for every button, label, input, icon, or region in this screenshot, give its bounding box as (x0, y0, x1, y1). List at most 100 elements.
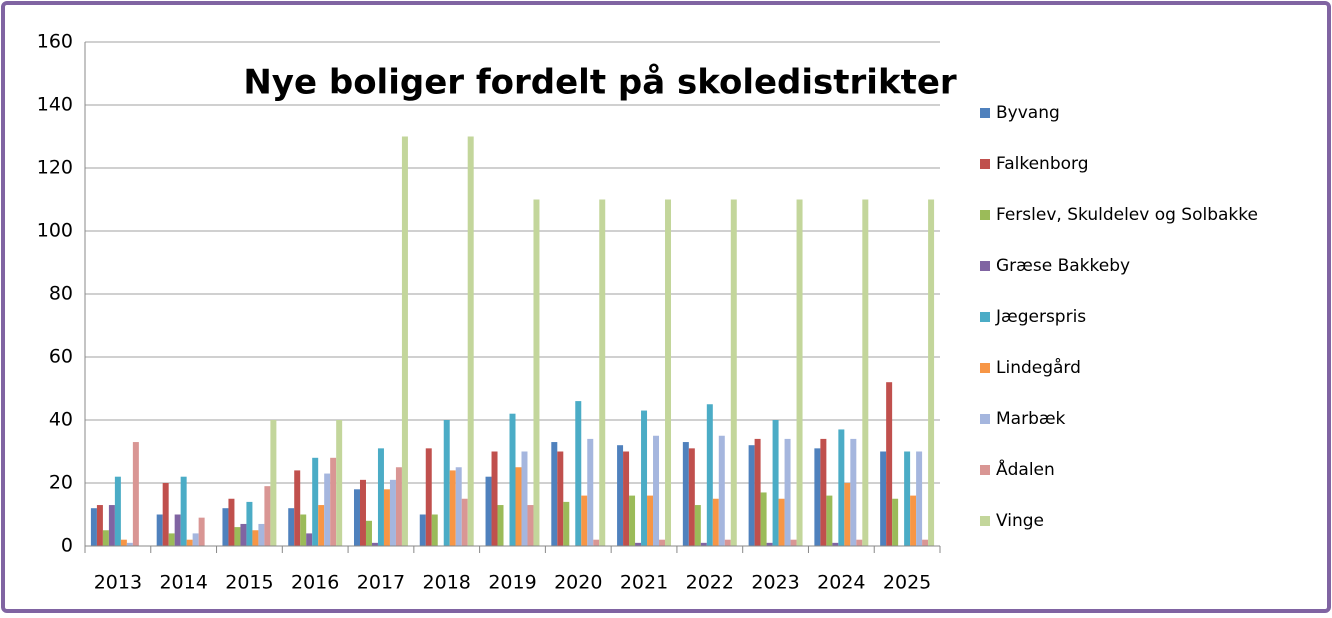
bar (682, 442, 689, 546)
bar (186, 539, 193, 546)
bar (258, 523, 265, 546)
bar (772, 420, 779, 546)
bar (599, 199, 606, 546)
bar (485, 476, 492, 546)
legend-label: Lindegård (996, 357, 1081, 378)
bar (252, 530, 259, 546)
legend-label: Byvang (996, 103, 1060, 123)
bar (108, 505, 115, 546)
bar (533, 199, 540, 546)
bar (443, 420, 450, 546)
bar (844, 483, 851, 546)
bar (778, 498, 785, 546)
legend-swatch (980, 108, 990, 118)
bar (312, 457, 319, 546)
legend-label: Falkenborg (996, 154, 1089, 174)
bar (90, 508, 97, 546)
x-tick-label: 2013 (94, 572, 142, 594)
bar (916, 451, 923, 546)
bar (826, 495, 833, 546)
bar (365, 520, 372, 546)
bar (336, 420, 343, 546)
bar (353, 489, 360, 546)
legend-label: Vinge (996, 511, 1044, 531)
bar (294, 470, 301, 546)
bar (910, 495, 917, 546)
bar (922, 539, 929, 546)
bar (240, 523, 247, 546)
bar (467, 136, 474, 546)
bar (371, 542, 378, 546)
bar (515, 467, 522, 546)
bar (114, 476, 121, 546)
bar (126, 542, 133, 546)
bar (132, 442, 139, 546)
legend-swatch (980, 465, 990, 475)
bar (784, 438, 791, 546)
bar (820, 438, 827, 546)
bar (563, 501, 570, 546)
bar (796, 199, 803, 546)
bar (395, 467, 402, 546)
bar (754, 438, 761, 546)
bar (862, 199, 869, 546)
x-tick-label: 2021 (620, 572, 668, 594)
bar (461, 498, 468, 546)
y-tick-label: 0 (61, 535, 73, 557)
legend-swatch (980, 516, 990, 526)
x-tick-label: 2017 (357, 572, 405, 594)
bar (359, 479, 366, 546)
bar (850, 438, 857, 546)
legend-label: Marbæk (996, 409, 1066, 429)
y-tick-label: 160 (37, 31, 73, 53)
bar (635, 542, 642, 546)
bar (198, 517, 205, 546)
bar (509, 413, 516, 546)
bar (856, 539, 863, 546)
bar (814, 448, 821, 546)
legend-label: Ådalen (996, 458, 1055, 480)
y-tick-label: 60 (49, 346, 73, 368)
bar (617, 445, 624, 546)
bar (641, 410, 648, 546)
bar (700, 542, 707, 546)
bar (557, 451, 564, 546)
bar (706, 404, 713, 546)
bar (712, 498, 719, 546)
y-tick-label: 20 (49, 472, 73, 494)
x-tick-label: 2016 (291, 572, 339, 594)
bar (659, 539, 666, 546)
bar (491, 451, 498, 546)
bar (234, 527, 241, 546)
bar (694, 505, 701, 546)
bar (389, 479, 396, 546)
bar (288, 508, 295, 546)
x-tick-label: 2022 (686, 572, 734, 594)
bar (180, 476, 187, 546)
bar (647, 495, 654, 546)
bar (431, 514, 438, 546)
bar (581, 495, 588, 546)
bar (383, 489, 390, 546)
legend-label: Græse Bakkeby (996, 256, 1130, 276)
x-tick-label: 2020 (554, 572, 602, 594)
bar (718, 435, 725, 546)
bar (665, 199, 672, 546)
bar (593, 539, 600, 546)
bar (551, 442, 558, 546)
bar (228, 498, 235, 546)
bar (623, 451, 630, 546)
y-tick-label: 140 (37, 94, 73, 116)
bar (264, 486, 271, 546)
bar (575, 401, 582, 546)
bar (174, 514, 181, 546)
x-tick-label: 2023 (751, 572, 799, 594)
bar (246, 501, 253, 546)
chart-title: Nye boliger fordelt på skoledistrikter (243, 63, 957, 103)
bar (270, 420, 277, 546)
legend-label: Ferslev, Skuldelev og Solbakke (996, 205, 1258, 225)
x-tick-label: 2015 (225, 572, 273, 594)
bar (904, 451, 911, 546)
y-tick-label: 40 (49, 409, 73, 431)
bar (306, 533, 313, 546)
